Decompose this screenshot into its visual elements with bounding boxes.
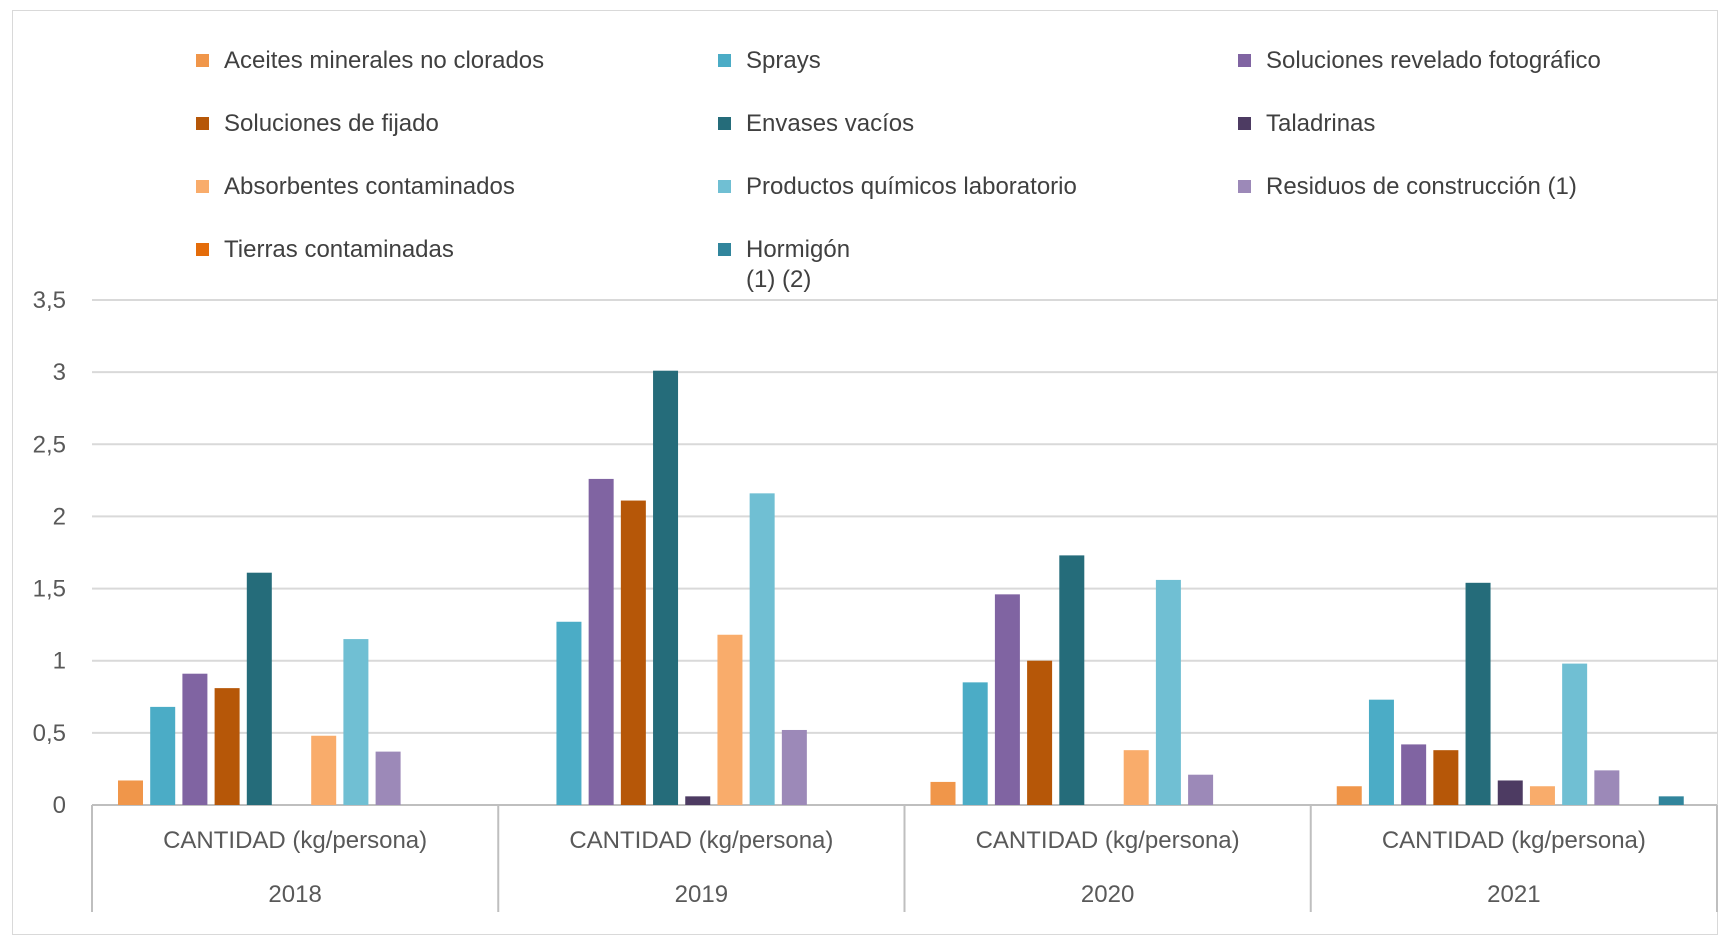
legend-item: Productos químicos laboratorio — [718, 172, 1077, 202]
legend-swatch — [1238, 54, 1251, 67]
legend-item: Sprays — [718, 46, 821, 76]
bar — [1336, 786, 1362, 805]
legend-label: Tierras contaminadas — [224, 236, 454, 263]
legend-item: Aceites minerales no clorados — [196, 46, 544, 76]
x-sublabel: CANTIDAD (kg/persona) — [163, 827, 427, 854]
bar — [781, 729, 807, 805]
bar — [685, 796, 711, 805]
legend-label: Hormigón (1) (2) — [746, 236, 851, 293]
legend-label: Envases vacíos — [746, 110, 915, 137]
legend-swatch — [1238, 117, 1251, 130]
legend-item: Residuos de construcción (1) — [1238, 172, 1577, 202]
bar — [182, 673, 208, 805]
legend-label: Soluciones revelado fotográfico — [1266, 47, 1601, 74]
bar — [1059, 555, 1085, 805]
y-tick-label: 0 — [53, 792, 66, 819]
legend-label: Taladrinas — [1266, 110, 1376, 137]
bar — [1433, 750, 1459, 805]
bar — [994, 594, 1020, 805]
bar — [588, 478, 614, 805]
legend-label: Residuos de construcción (1) — [1266, 173, 1577, 200]
bar — [962, 682, 988, 805]
legend-swatch — [196, 243, 209, 256]
bar — [1188, 774, 1214, 805]
legend-swatch — [718, 243, 731, 256]
bar — [556, 621, 582, 805]
y-tick-label: 3 — [53, 359, 66, 386]
legend-label: Aceites minerales no clorados — [224, 47, 545, 74]
y-tick-label: 3,5 — [33, 287, 66, 314]
legend-swatch — [196, 117, 209, 130]
y-tick-label: 0,5 — [33, 720, 66, 747]
bar — [1368, 699, 1394, 805]
x-sublabel: CANTIDAD (kg/persona) — [1382, 827, 1646, 854]
bar — [150, 706, 176, 805]
bar — [717, 634, 743, 805]
y-tick-label: 1 — [53, 648, 66, 675]
legend-label: Productos químicos laboratorio — [746, 173, 1077, 200]
x-category-label: 2020 — [1081, 881, 1134, 908]
bar — [1027, 660, 1053, 805]
legend-item: Soluciones revelado fotográfico — [1238, 46, 1601, 76]
legend-swatch — [196, 54, 209, 67]
bar — [1529, 786, 1555, 805]
bar — [118, 780, 143, 805]
y-tick-label: 1,5 — [33, 576, 66, 603]
legend-item: Tierras contaminadas — [196, 235, 454, 265]
bar — [375, 751, 401, 805]
bar — [1401, 744, 1427, 805]
legend-item: Taladrinas — [1238, 109, 1375, 139]
legend-item: Envases vacíos — [718, 109, 914, 139]
legend-label: Sprays — [746, 47, 821, 74]
bar — [214, 688, 240, 805]
bar — [1594, 770, 1620, 805]
legend-item: Soluciones de fijado — [196, 109, 439, 139]
x-category-label: 2019 — [675, 881, 728, 908]
bar — [749, 493, 775, 805]
bar — [1658, 796, 1684, 805]
chart-legend: Aceites minerales no clorados Sprays Sol… — [0, 0, 1733, 300]
legend-item: Absorbentes contaminados — [196, 172, 515, 202]
bar — [1465, 582, 1491, 805]
legend-swatch — [718, 54, 731, 67]
bar — [653, 370, 679, 805]
legend-swatch — [718, 117, 731, 130]
legend-item: Hormigón (1) (2) — [718, 235, 886, 295]
legend-label: Absorbentes contaminados — [224, 173, 515, 200]
x-category-label: 2021 — [1487, 881, 1540, 908]
bar — [343, 639, 369, 805]
bar — [620, 500, 646, 805]
x-sublabel: CANTIDAD (kg/persona) — [976, 827, 1240, 854]
bar — [930, 781, 956, 805]
legend-swatch — [196, 180, 209, 193]
bar — [1497, 780, 1523, 805]
legend-label: Soluciones de fijado — [224, 110, 439, 137]
chart-frame — [12, 10, 1718, 935]
bar — [1123, 750, 1149, 805]
y-tick-label: 2,5 — [33, 431, 66, 458]
legend-swatch — [1238, 180, 1251, 193]
y-tick-label: 2 — [53, 503, 66, 530]
x-category-label: 2018 — [268, 881, 321, 908]
bar — [246, 572, 272, 805]
bar — [1155, 579, 1181, 805]
legend-swatch — [718, 180, 731, 193]
bar — [1562, 663, 1588, 805]
x-sublabel: CANTIDAD (kg/persona) — [569, 827, 833, 854]
bar — [311, 735, 337, 805]
